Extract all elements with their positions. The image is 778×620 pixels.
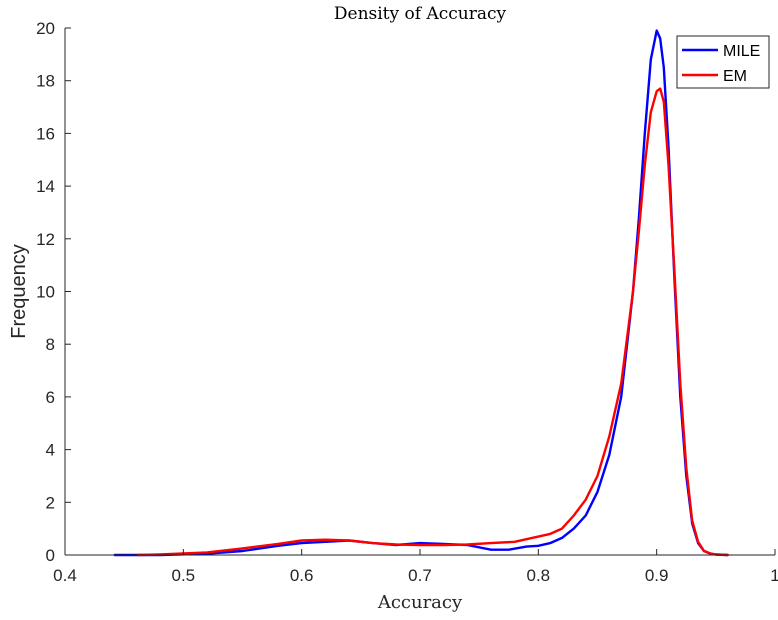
y-tick-label: 16 xyxy=(36,124,55,143)
y-tick-label: 0 xyxy=(46,546,55,565)
x-tick-label: 1 xyxy=(770,566,778,585)
x-tick-label: 0.4 xyxy=(53,566,77,585)
series-lines xyxy=(113,29,729,557)
chart-title: Density of Accuracy xyxy=(334,4,507,24)
y-tick-label: 2 xyxy=(46,493,55,512)
series-line-em xyxy=(137,87,729,557)
x-tick-label: 0.9 xyxy=(645,566,669,585)
x-axis-label: Accuracy xyxy=(377,592,463,613)
series-line-mile xyxy=(113,29,729,557)
x-tick-label: 0.7 xyxy=(408,566,432,585)
y-axis-label: Frequency xyxy=(8,244,30,339)
y-tick-label: 8 xyxy=(46,335,55,354)
x-tick-label: 0.8 xyxy=(527,566,551,585)
x-tick-label: 0.5 xyxy=(172,566,196,585)
y-tick-label: 10 xyxy=(36,283,55,302)
y-tick-label: 4 xyxy=(46,441,55,460)
y-tick-label: 12 xyxy=(36,230,55,249)
y-tick-label: 14 xyxy=(36,177,55,196)
legend-box xyxy=(676,35,770,89)
legend: MILE EM xyxy=(676,35,770,89)
y-tick-label: 18 xyxy=(36,72,55,91)
y-tick-label: 6 xyxy=(46,388,55,407)
legend-label-em: EM xyxy=(723,68,747,85)
y-tick-label: 20 xyxy=(36,19,55,38)
legend-label-mile: MILE xyxy=(723,43,760,60)
x-tick-label: 0.6 xyxy=(290,566,314,585)
